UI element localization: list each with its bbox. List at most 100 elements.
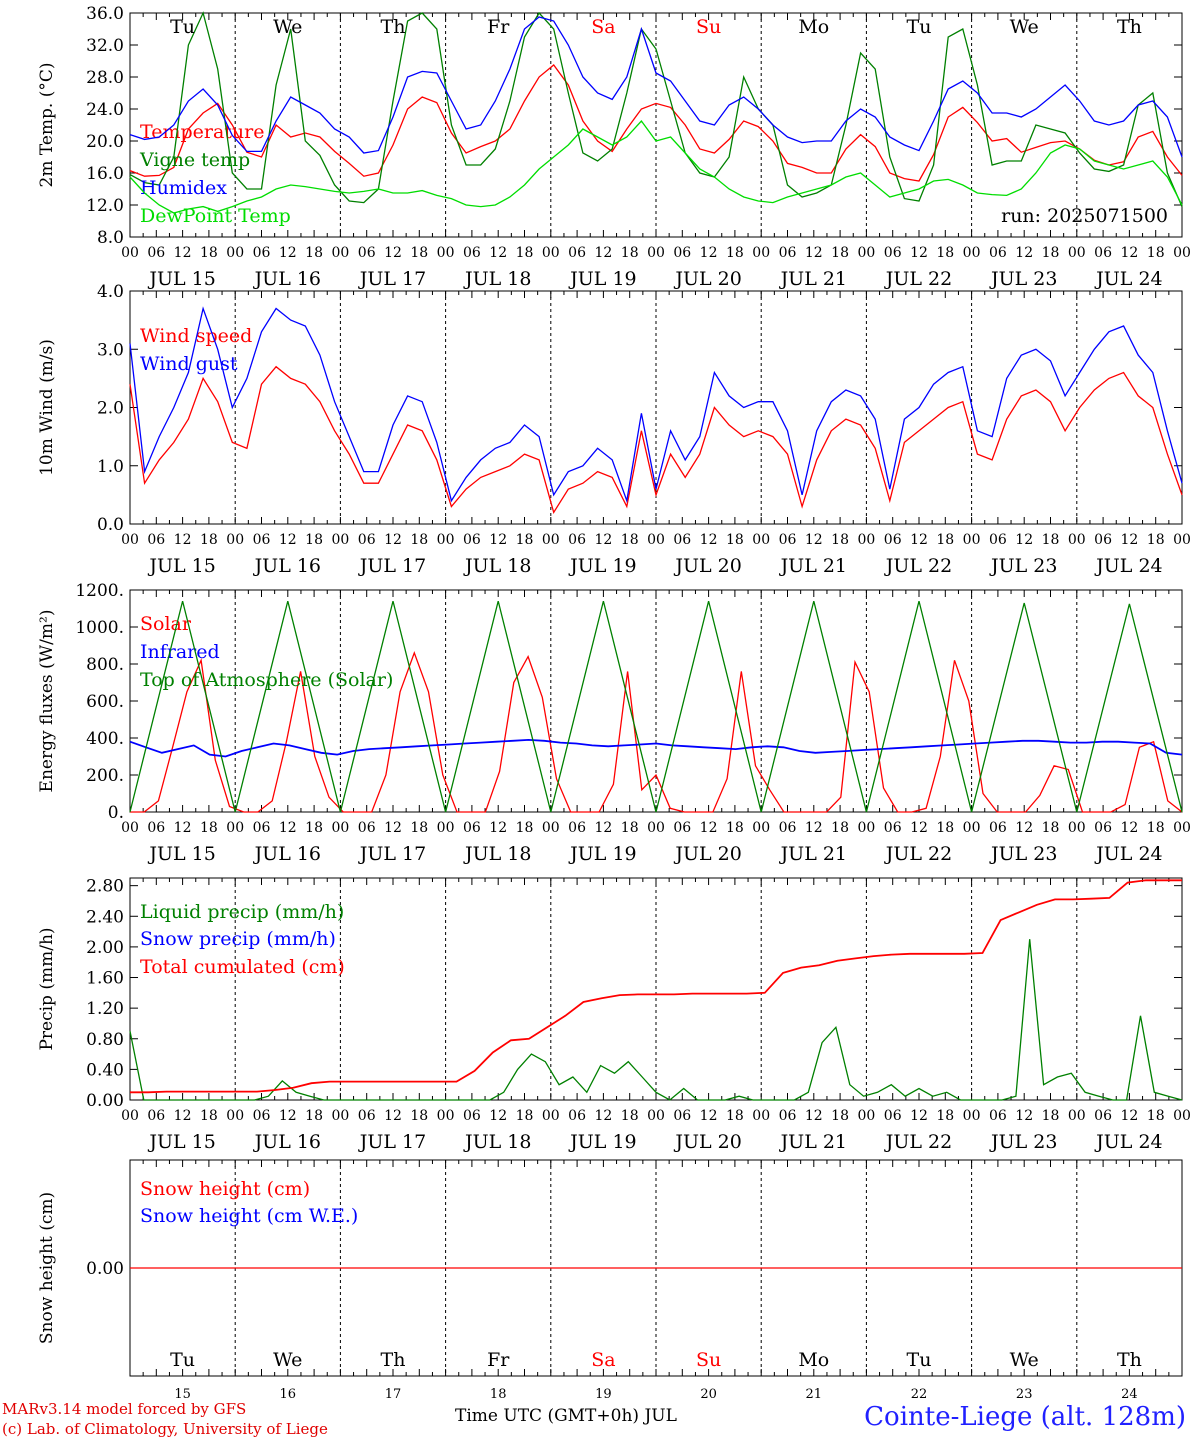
hour-label: 18	[516, 1108, 534, 1124]
day-number-label: 22	[911, 1387, 928, 1400]
y-tick-label: 2.40	[86, 907, 124, 927]
hour-label: 12	[1120, 820, 1138, 836]
date-label: JUL 22	[884, 1131, 952, 1153]
date-label: JUL 18	[463, 555, 531, 577]
weekday-label: Sa	[591, 16, 615, 38]
hour-label: 12	[489, 820, 507, 836]
hour-label: 06	[779, 245, 797, 261]
y-tick-label: 28.0	[86, 68, 124, 88]
y-tick-label: 1.20	[86, 999, 124, 1019]
hour-label: 00	[331, 532, 349, 548]
series-line-1	[129, 11, 1183, 207]
hour-label: 18	[1042, 245, 1060, 261]
y-tick-label: 0.40	[86, 1060, 124, 1080]
y-tick-label: 0.00	[86, 1259, 124, 1279]
hour-label: 00	[752, 1108, 770, 1124]
hour-label: 06	[253, 820, 271, 836]
hour-label: 18	[726, 1108, 744, 1124]
hour-label: 00	[226, 1108, 244, 1124]
hour-label: 00	[226, 245, 244, 261]
y-axis-label: Snow height (cm)	[37, 1192, 57, 1344]
hour-label: 12	[279, 1108, 297, 1124]
y-tick-label: 0.	[108, 803, 124, 823]
hour-label: 12	[1015, 245, 1033, 261]
hour-label: 12	[279, 245, 297, 261]
hour-label: 06	[884, 532, 902, 548]
date-label: JUL 18	[463, 843, 531, 865]
hour-label: 18	[516, 820, 534, 836]
legend-entry: Vigne temp	[139, 149, 250, 171]
run-annotation: run: 2025071500	[1001, 205, 1168, 227]
hour-label: 18	[410, 245, 428, 261]
hour-label: 18	[305, 532, 323, 548]
hour-label: 18	[831, 1108, 849, 1124]
y-tick-label: 1000.	[75, 618, 124, 638]
hour-label: 00	[1173, 245, 1191, 261]
hour-label: 00	[542, 820, 560, 836]
lab-credit: (c) Lab. of Climatology, University of L…	[2, 1420, 328, 1438]
hour-label: 06	[147, 820, 165, 836]
legend-entry: Humidex	[140, 177, 227, 199]
hour-label: 06	[568, 820, 586, 836]
hour-label: 00	[437, 245, 455, 261]
series-line-0	[129, 64, 1183, 182]
hour-label: 06	[1094, 245, 1112, 261]
hour-label: 18	[831, 245, 849, 261]
series-line-3	[129, 119, 1183, 214]
hour-label: 18	[726, 532, 744, 548]
day-number-label: 20	[700, 1387, 717, 1400]
weekday-label: Fr	[487, 1349, 510, 1371]
hour-label: 00	[437, 1108, 455, 1124]
hour-label: 18	[621, 245, 639, 261]
hour-label: 00	[1068, 820, 1086, 836]
y-tick-label: 36.0	[86, 4, 124, 24]
hour-label: 18	[1147, 820, 1165, 836]
date-label: JUL 20	[673, 843, 741, 865]
hour-label: 00	[647, 532, 665, 548]
hour-label: 06	[358, 820, 376, 836]
date-label: JUL 19	[568, 555, 636, 577]
hour-label: 12	[805, 1108, 823, 1124]
hour-label: 12	[174, 820, 192, 836]
date-label: JUL 16	[253, 268, 321, 290]
date-label: JUL 24	[1094, 555, 1162, 577]
hour-label: 12	[594, 245, 612, 261]
y-tick-label: 0.80	[86, 1030, 124, 1050]
legend-entry: Temperature	[140, 121, 264, 143]
y-tick-label: 200.	[86, 766, 124, 786]
hour-label: 12	[1015, 532, 1033, 548]
date-label: JUL 15	[147, 555, 215, 577]
date-label: JUL 21	[779, 555, 847, 577]
series-line-0	[129, 939, 1183, 1101]
date-label: JUL 16	[253, 1131, 321, 1153]
y-tick-label: 1.60	[86, 969, 124, 989]
hour-label: 18	[200, 245, 218, 261]
panel-4: 0.00 0.40 0.80 1.20 1.60 2.00 2.40 2.80 Precip (…	[37, 877, 1191, 1153]
hour-label: 06	[253, 245, 271, 261]
hour-label: 06	[779, 1108, 797, 1124]
date-label: JUL 15	[147, 1131, 215, 1153]
hour-label: 06	[1094, 820, 1112, 836]
hour-label: 06	[884, 820, 902, 836]
series-line-2	[130, 879, 1182, 1094]
y-tick-label: 2.00	[86, 938, 124, 958]
model-credit: MARv3.14 model forced by GFS	[2, 1400, 247, 1418]
weekday-label: Mo	[798, 16, 829, 38]
date-label: JUL 24	[1094, 1131, 1162, 1153]
hour-label: 18	[1042, 1108, 1060, 1124]
hour-label: 06	[253, 532, 271, 548]
hour-label: 12	[174, 1108, 192, 1124]
hour-label: 00	[857, 245, 875, 261]
hour-label: 12	[594, 820, 612, 836]
weekday-label: Su	[696, 1349, 721, 1371]
hour-label: 18	[936, 245, 954, 261]
hour-label: 00	[331, 245, 349, 261]
y-tick-label: 600.	[86, 692, 124, 712]
hour-label: 12	[1015, 820, 1033, 836]
hour-label: 00	[857, 820, 875, 836]
hour-label: 00	[1068, 532, 1086, 548]
date-label: JUL 17	[358, 268, 426, 290]
hour-label: 00	[331, 820, 349, 836]
hour-label: 06	[989, 245, 1007, 261]
hour-label: 06	[463, 532, 481, 548]
